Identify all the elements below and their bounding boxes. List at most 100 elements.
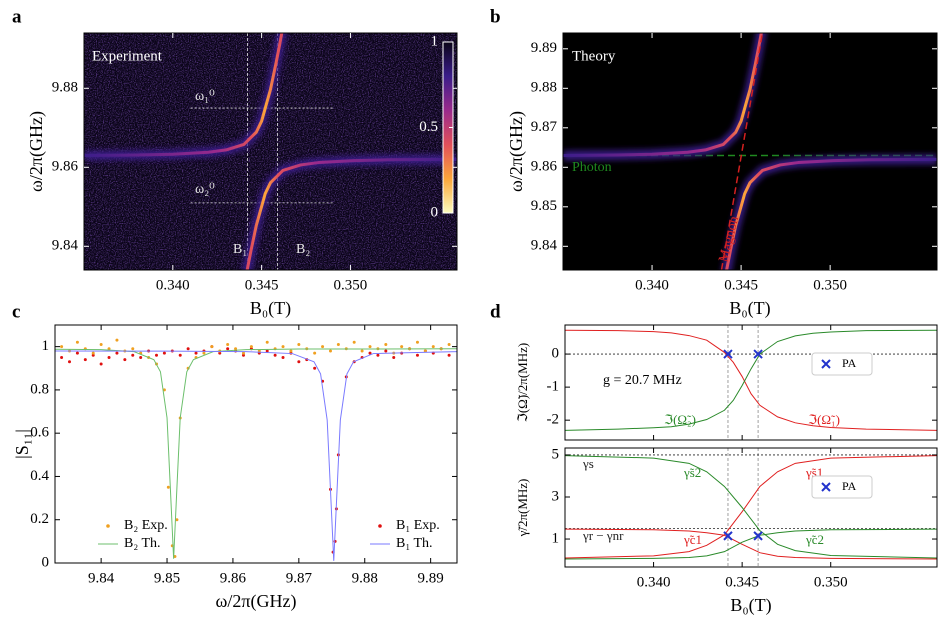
data-point — [297, 360, 301, 364]
panel: ℑ(Ω̃₁) ℑ(Ω̃₂) -2 -1 0 ℑ(Ω̃)/2π(MHz) d g = 20.7 … — [490, 301, 938, 441]
x-marker — [753, 531, 763, 541]
branch — [725, 157, 937, 270]
data-point — [166, 485, 170, 489]
legend-label: B₂ Exp. — [124, 518, 168, 533]
x-tick-label: 9.85 — [154, 570, 180, 586]
axes-frame — [54, 324, 458, 564]
data-point — [60, 355, 64, 359]
x-tick-label: 0.345 — [245, 277, 279, 293]
data-point — [218, 351, 222, 355]
y-tick-label: 9.84 — [531, 238, 558, 254]
data-point — [162, 351, 166, 355]
data-point — [99, 342, 103, 346]
data-point — [415, 340, 419, 344]
data-point — [376, 353, 380, 357]
data-point — [265, 340, 269, 344]
data-point — [321, 345, 325, 349]
x-tick-label: 0.345 — [724, 277, 758, 293]
legend-label: PA — [842, 479, 857, 493]
data-point — [281, 345, 285, 349]
series-line — [565, 329, 937, 431]
annotation: Theory — [572, 48, 616, 64]
annotation-label: B₂ — [296, 242, 310, 257]
data-point — [313, 351, 317, 355]
annotation-label: γ̃c2 — [805, 532, 824, 547]
y-tick-label: 0.4 — [30, 468, 49, 484]
legend-box — [811, 352, 873, 376]
data-point — [178, 353, 182, 357]
y-tick-label: 0.8 — [30, 381, 49, 397]
plot-area — [565, 325, 937, 440]
series-line — [565, 528, 937, 560]
series-line — [565, 329, 937, 431]
data-point — [131, 353, 135, 357]
data-point — [360, 349, 364, 353]
x-tick-label: 9.84 — [88, 570, 115, 586]
x-axis-label: ω/2π(GHz) — [216, 591, 297, 612]
data-point — [202, 351, 206, 355]
x-tick-label: 0.350 — [334, 277, 368, 293]
x-tick-label: 0.340 — [156, 277, 190, 293]
y-tick-label: 9.87 — [531, 119, 558, 135]
annotation-label: ω₂⁰ — [195, 182, 215, 197]
data-point — [431, 345, 435, 349]
x-tick-label: 0.345 — [725, 574, 759, 590]
y-axis-label: |S₁₁| — [12, 429, 32, 459]
data-point — [384, 349, 388, 353]
x-tick-label: 0.340 — [637, 574, 671, 590]
series-line — [565, 455, 937, 559]
data-point — [313, 366, 317, 370]
data-point — [83, 358, 87, 362]
annotation-label: Photon — [572, 160, 612, 175]
plot-area — [55, 338, 457, 561]
y-axis-label: γ̃/2π(MHz) — [515, 479, 530, 538]
data-point — [423, 349, 427, 353]
x-axis-label: B₀(T) — [730, 595, 771, 616]
data-point — [241, 353, 245, 357]
y-tick-label: 0 — [552, 346, 560, 362]
legend-marker — [821, 482, 831, 492]
axes-frame — [83, 32, 458, 271]
colorbar-tick-label: 0 — [431, 204, 439, 220]
y-tick-label: 9.89 — [531, 40, 557, 56]
legend-label: B₁ Th. — [396, 536, 433, 551]
x-tick-label: 9.88 — [352, 570, 378, 586]
data-point — [297, 342, 301, 346]
data-point — [273, 353, 277, 357]
y-tick-label: 9.86 — [52, 159, 79, 175]
data-point — [194, 351, 198, 355]
colorbar-tick-label: 0.5 — [419, 119, 438, 135]
x-marker — [753, 349, 763, 359]
axes-frame — [562, 32, 938, 271]
y-tick-label: -1 — [547, 379, 560, 395]
annotation-label: γs — [582, 456, 594, 471]
data-point — [107, 347, 111, 351]
y-axis-label: ω/2π(GHz) — [26, 111, 47, 192]
panel: 9.84 9.85 9.86 9.87 9.88 9.89 0 0.2 0.4 0.6 0.8 1 ω/… — [12, 301, 458, 612]
annotation-label: γr − γnr — [582, 528, 624, 543]
data-point — [328, 349, 332, 353]
x-tick-label: 9.86 — [220, 570, 247, 586]
data-point — [289, 349, 293, 353]
panel-letter: d — [490, 301, 501, 322]
data-point — [131, 347, 135, 351]
data-point — [175, 518, 179, 522]
annotation: Experiment — [92, 48, 163, 64]
data-point — [241, 351, 245, 355]
data-point — [392, 355, 396, 359]
annotation: g = 20.7 MHz — [603, 373, 682, 388]
y-tick-label: -2 — [547, 412, 560, 428]
annotation-label: γ̃c1 — [683, 532, 702, 547]
series-line — [55, 348, 457, 559]
y-tick-label: 0 — [42, 554, 50, 570]
x-tick-label: 0.350 — [814, 574, 848, 590]
series-line — [565, 528, 937, 560]
y-tick-label: 9.85 — [531, 198, 557, 214]
data-point — [384, 342, 388, 346]
plot-area — [563, 33, 937, 270]
legend-label: PA — [842, 356, 857, 370]
reference-line — [720, 33, 764, 270]
